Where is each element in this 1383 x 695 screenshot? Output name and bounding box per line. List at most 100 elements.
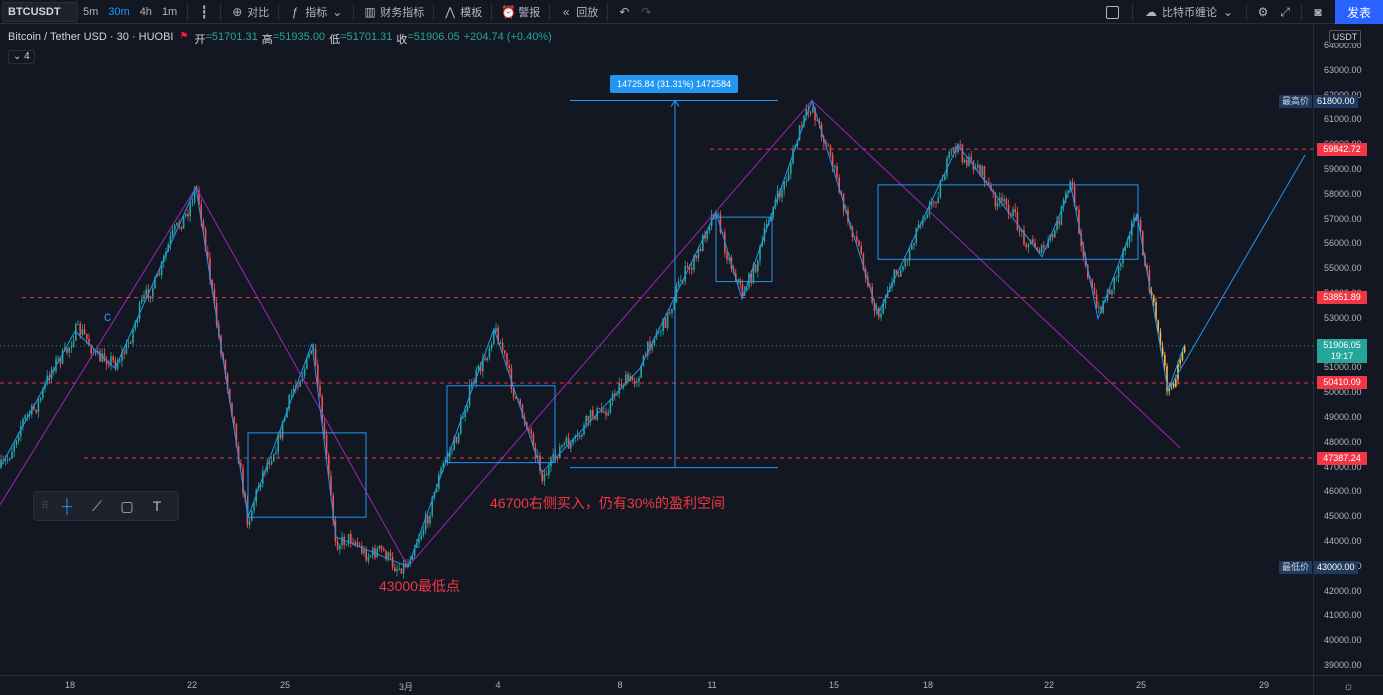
replay-button[interactable]: « 回放: [555, 4, 602, 20]
cloud-icon: ☁: [1145, 5, 1157, 19]
time-axis[interactable]: 18 22 25 3月 4 8 11 15 18 22 25 29: [0, 675, 1313, 695]
candle-body: [169, 236, 172, 245]
candle-body: [235, 423, 238, 447]
interval-1m-button[interactable]: 1m: [161, 5, 178, 18]
candle-body: [482, 358, 484, 372]
candle-body: [1025, 244, 1027, 248]
candle-body: [834, 166, 836, 168]
crosshair-icon: ┼: [62, 498, 72, 514]
chevron-down-icon: ⌄: [1222, 5, 1234, 19]
candle-body: [17, 436, 20, 441]
candle-body: [6, 459, 9, 461]
candle-body: [666, 312, 669, 328]
candle-body: [411, 556, 414, 561]
templates-label: 模板: [460, 6, 483, 19]
trend-line-tool-button[interactable]: ⟋: [82, 492, 112, 520]
candle-body: [160, 262, 163, 276]
candle-body: [1038, 250, 1041, 253]
candle-body: [1087, 265, 1089, 279]
candle-body: [750, 273, 752, 283]
toolbar-divider: [1246, 3, 1247, 21]
candle-body: [1109, 290, 1111, 295]
candle-body: [1115, 277, 1118, 279]
compare-button[interactable]: ⊕ 对比: [226, 4, 273, 20]
candle-body: [376, 548, 378, 558]
indicators-button[interactable]: ƒ 指标 ⌄: [284, 4, 348, 20]
symbol-search-input[interactable]: BTCUSDT: [2, 1, 78, 22]
fullscreen-toggle-checkbox[interactable]: [1106, 5, 1119, 19]
interval-5m-button[interactable]: 5m: [83, 5, 99, 18]
chart-type-button[interactable]: ┇: [193, 5, 215, 19]
candle-body: [158, 273, 161, 276]
candle-body: [548, 466, 550, 476]
candle-body: [88, 339, 90, 346]
price-tick: 64000.00: [1324, 40, 1362, 50]
candle-body: [1095, 294, 1098, 308]
text-tool-button[interactable]: T: [142, 492, 172, 520]
price-chart[interactable]: [0, 25, 1313, 675]
candle-body: [759, 246, 761, 261]
candle-body: [1027, 244, 1030, 248]
layout-name-button[interactable]: ☁ 比特币缠论 ⌄: [1138, 4, 1241, 20]
support-1-tag: 50410.09: [1317, 376, 1367, 389]
crosshair-tool-button[interactable]: ┼: [52, 492, 82, 520]
candle-body: [831, 154, 834, 167]
settings-button[interactable]: ⚙: [1252, 5, 1274, 19]
time-tick: 25: [1135, 680, 1147, 690]
price-tick: 56000.00: [1324, 238, 1362, 249]
publish-button[interactable]: 发表: [1335, 0, 1383, 24]
interval-4h-button[interactable]: 4h: [139, 5, 152, 18]
candle-body: [248, 520, 251, 525]
wave-c-marker[interactable]: c: [104, 308, 111, 324]
candle-body: [928, 205, 931, 215]
snapshot-button[interactable]: ◙: [1307, 5, 1329, 19]
low-point-annotation[interactable]: 43000最低点: [379, 578, 460, 594]
price-tick: 46000.00: [1324, 486, 1362, 497]
candle-body: [790, 163, 792, 174]
chevron-down-icon: ⌄: [13, 51, 25, 62]
candle-body: [702, 235, 704, 252]
candle-body: [407, 563, 409, 568]
candle-body: [1181, 351, 1184, 360]
candle-body: [94, 351, 97, 353]
candle-body: [697, 248, 700, 259]
candle-body: [303, 368, 306, 376]
candle-body: [1078, 209, 1080, 234]
candle-body: [988, 181, 990, 185]
indicator-collapse-toggle[interactable]: ⌄ 4: [8, 50, 35, 64]
candle-body: [396, 568, 398, 572]
interval-30m-button[interactable]: 30m: [108, 5, 130, 18]
axis-settings-button[interactable]: ☼: [1313, 675, 1383, 695]
currency-label[interactable]: USDT: [1329, 30, 1361, 44]
templates-button[interactable]: ⋀ 模板: [439, 4, 486, 20]
candle-body: [858, 240, 860, 246]
buy-entry-annotation[interactable]: 46700右侧买入，仍有30%的盈利空间: [490, 495, 725, 511]
indicator-count-value: 4: [24, 51, 30, 62]
candle-body: [325, 434, 328, 456]
rectangle-tool-button[interactable]: ▢: [112, 492, 142, 520]
candle-body: [950, 151, 953, 153]
candle-body: [1001, 197, 1003, 201]
candle-body: [1076, 206, 1078, 210]
candle-body: [1135, 217, 1137, 221]
candle-body: [578, 435, 581, 438]
candle-body: [132, 329, 134, 343]
candle-body: [765, 223, 768, 228]
candle-body: [422, 530, 425, 536]
redo-button[interactable]: ↷: [635, 5, 657, 19]
camera-icon: ◙: [1314, 5, 1322, 19]
measure-tool-label[interactable]: 14725.84 (31.31%) 1472584: [610, 75, 738, 93]
alert-button[interactable]: ⏰ 警报: [497, 4, 544, 20]
candle-body: [110, 356, 112, 366]
candle-body: [284, 417, 286, 421]
financials-button[interactable]: ▥ 财务指标: [359, 4, 428, 20]
fullscreen-button[interactable]: ⤢: [1274, 5, 1296, 19]
candle-body: [1161, 347, 1164, 355]
candle-body: [101, 353, 103, 362]
candle-body: [930, 201, 933, 206]
undo-button[interactable]: ↶: [613, 5, 635, 19]
drag-handle-icon[interactable]: ⠿: [41, 500, 49, 512]
symbol-title[interactable]: Bitcoin / Tether USD · 30 · HUOBI: [8, 31, 174, 43]
flag-icon[interactable]: ⚑: [179, 31, 189, 42]
consolidation-box: [247, 432, 367, 518]
